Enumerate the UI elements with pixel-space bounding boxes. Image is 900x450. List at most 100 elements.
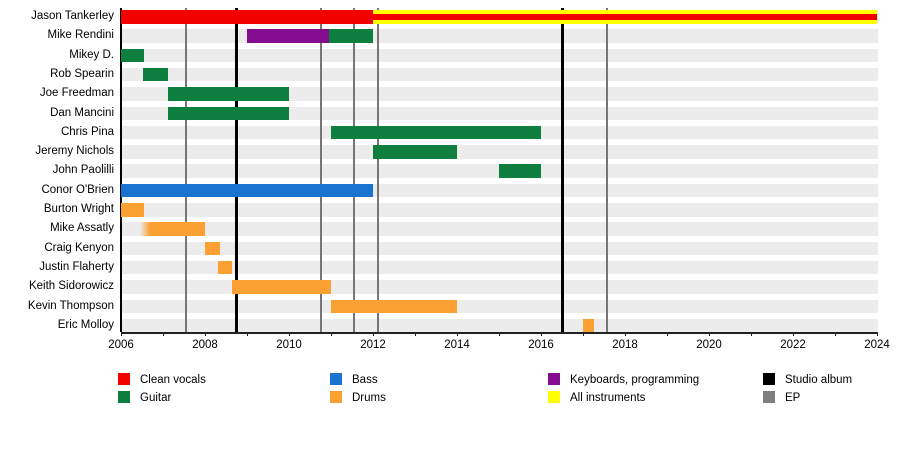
timeline-bar xyxy=(331,125,541,140)
member-label: Justin Flaherty xyxy=(39,260,114,273)
member-label: Mike Rendini xyxy=(47,29,114,42)
row-stripe xyxy=(121,318,878,333)
row-stripe xyxy=(121,48,878,63)
member-label: John Paolilli xyxy=(52,164,114,177)
member-label: Eric Molloy xyxy=(57,318,114,331)
legend-label: Keyboards, programming xyxy=(570,373,700,386)
studio-album-line xyxy=(234,8,238,332)
timeline-bar xyxy=(205,241,220,256)
row-stripe xyxy=(121,260,878,275)
legend-swatch-red xyxy=(118,372,130,385)
member-label: Burton Wright xyxy=(43,203,114,215)
member-label: Keith Sidorowicz xyxy=(28,280,114,293)
x-axis-tick-label: 2010 xyxy=(276,339,302,351)
x-axis-tick xyxy=(583,332,584,336)
timeline-bar xyxy=(373,10,877,24)
row-stripe xyxy=(121,87,878,101)
x-axis-tick xyxy=(667,332,668,336)
timeline-bar xyxy=(168,106,289,120)
legend-label: Bass xyxy=(352,373,378,386)
row-stripe xyxy=(121,203,878,217)
plot-left-border xyxy=(120,8,122,332)
member-label: Mike Assatly xyxy=(50,222,114,235)
x-axis-tick xyxy=(541,332,542,336)
row-stripe xyxy=(121,241,878,256)
timeline-bar xyxy=(247,29,329,43)
member-label: Dan Mancini xyxy=(50,106,114,119)
x-axis-tick xyxy=(457,332,458,336)
legend-label: All instruments xyxy=(570,391,646,404)
member-label: Jason Tankerley xyxy=(31,10,114,22)
member-label: Kevin Thompson xyxy=(27,299,114,312)
timeline-bar xyxy=(121,10,373,24)
x-axis-tick xyxy=(163,332,164,336)
x-axis-tick xyxy=(331,332,332,336)
x-axis-tick-label: 2022 xyxy=(780,339,806,351)
x-axis-tick-label: 2018 xyxy=(612,339,638,351)
legend-label: EP xyxy=(785,391,801,404)
x-axis-tick xyxy=(793,332,794,336)
row-stripe xyxy=(121,145,878,159)
x-axis-tick-label: 2014 xyxy=(444,339,470,351)
x-axis-tick xyxy=(835,332,836,336)
timeline-bar xyxy=(217,260,233,275)
x-axis-tick xyxy=(205,332,206,336)
x-axis-tick xyxy=(247,332,248,336)
legend-swatch-green xyxy=(118,390,130,403)
legend-swatch-orange xyxy=(330,390,342,403)
ep-line xyxy=(352,8,356,332)
member-label: Craig Kenyon xyxy=(44,241,114,254)
x-axis-tick xyxy=(499,332,500,336)
x-axis-tick xyxy=(415,332,416,336)
dual-role-stripe xyxy=(373,14,877,20)
timeline-bar xyxy=(121,183,373,198)
x-axis-tick-label: 2024 xyxy=(864,339,890,351)
legend-label: Clean vocals xyxy=(140,373,206,386)
legend-swatch-gray xyxy=(763,390,775,403)
x-axis-tick xyxy=(289,332,290,336)
timeline-bar xyxy=(168,87,289,101)
x-axis-tick-label: 2012 xyxy=(360,339,386,351)
ep-line xyxy=(184,8,188,332)
legend-swatch-yellow xyxy=(548,390,560,403)
timeline-bar xyxy=(331,299,457,313)
x-axis-tick xyxy=(625,332,626,336)
legend-swatch-purple xyxy=(548,372,560,385)
member-label: Joe Freedman xyxy=(39,87,114,100)
legend-label: Drums xyxy=(352,391,386,404)
row-stripe xyxy=(121,222,878,236)
ep-line xyxy=(376,8,380,332)
x-axis-tick-label: 2008 xyxy=(192,339,218,351)
timeline-bar xyxy=(373,145,457,159)
timeline-bar xyxy=(143,67,169,82)
timeline-bar xyxy=(232,280,331,294)
member-label: Rob Spearin xyxy=(50,67,114,80)
timeline-bar xyxy=(583,318,594,333)
row-stripe xyxy=(121,106,878,120)
member-label: Mikey D. xyxy=(69,48,114,61)
legend-label: Guitar xyxy=(140,391,172,404)
member-label: Chris Pina xyxy=(60,125,114,138)
legend-swatch-black xyxy=(763,372,775,385)
legend-label: Studio album xyxy=(785,373,853,386)
row-stripe xyxy=(121,299,878,313)
ep-line xyxy=(605,8,609,332)
x-axis-tick xyxy=(121,332,122,336)
timeline-bar xyxy=(121,203,145,217)
x-axis-tick-label: 2020 xyxy=(696,339,722,351)
ep-line xyxy=(319,8,323,332)
member-label: Jeremy Nichols xyxy=(35,145,114,158)
x-axis-tick xyxy=(709,332,710,336)
x-axis-tick xyxy=(751,332,752,336)
row-stripe xyxy=(121,67,878,82)
x-axis-tick-label: 2016 xyxy=(528,339,554,351)
x-axis-tick xyxy=(373,332,374,336)
legend-swatch-blue xyxy=(330,372,342,385)
timeline-bar xyxy=(328,29,373,43)
timeline-bar xyxy=(121,48,145,63)
studio-album-line xyxy=(561,8,565,332)
x-axis-tick-label: 2006 xyxy=(108,339,134,351)
timeline-bar xyxy=(499,164,541,178)
member-label: Conor O'Brien xyxy=(41,183,114,196)
